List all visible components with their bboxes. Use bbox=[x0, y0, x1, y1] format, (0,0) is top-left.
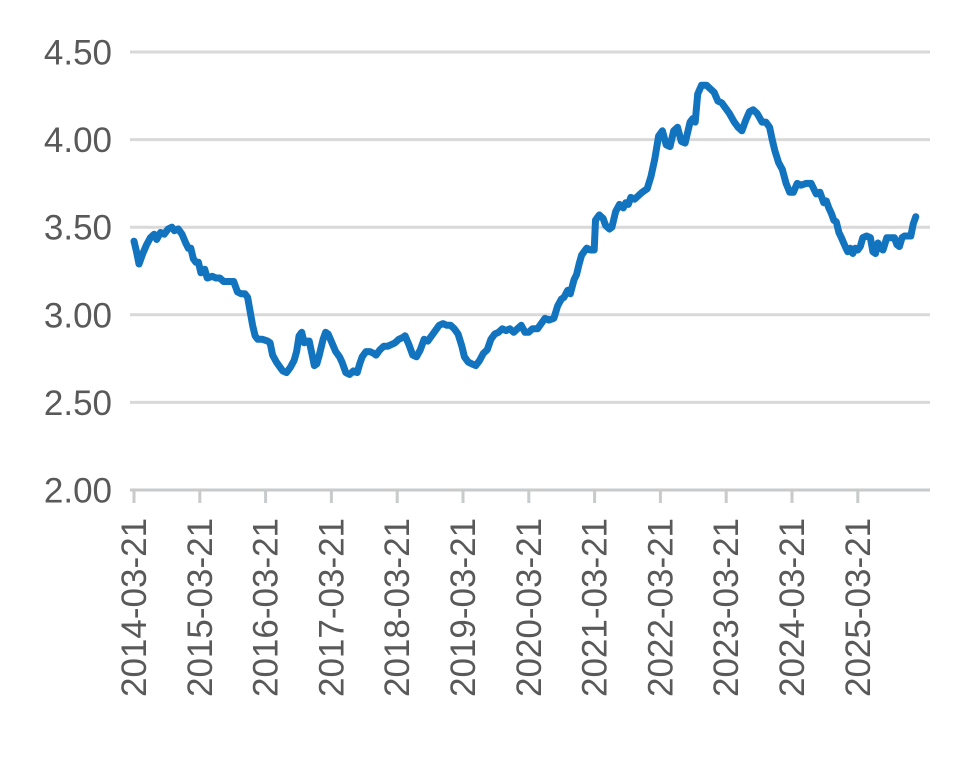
y-axis-label: 3.00 bbox=[44, 296, 112, 335]
y-axis-label: 2.50 bbox=[44, 384, 112, 423]
x-axis-label: 2025-03-21 bbox=[839, 518, 878, 697]
x-axis-label: 2017-03-21 bbox=[312, 518, 351, 697]
x-axis-label: 2018-03-21 bbox=[378, 518, 417, 697]
y-axis-label: 4.00 bbox=[44, 121, 112, 160]
y-axis-label: 3.50 bbox=[44, 209, 112, 248]
x-axis-label: 2014-03-21 bbox=[115, 518, 154, 697]
x-axis-label: 2022-03-21 bbox=[641, 518, 680, 697]
x-axis-label: 2020-03-21 bbox=[510, 518, 549, 697]
x-axis-label: 2016-03-21 bbox=[247, 518, 286, 697]
x-axis-label: 2021-03-21 bbox=[576, 518, 615, 697]
y-axis-label: 2.00 bbox=[44, 472, 112, 511]
x-axis-label: 2015-03-21 bbox=[181, 518, 220, 697]
x-axis-label: 2019-03-21 bbox=[444, 518, 483, 697]
x-axis-label: 2024-03-21 bbox=[773, 518, 812, 697]
y-axis-label: 4.50 bbox=[44, 34, 112, 73]
x-axis-label: 2023-03-21 bbox=[707, 518, 746, 697]
series-line bbox=[130, 81, 920, 378]
